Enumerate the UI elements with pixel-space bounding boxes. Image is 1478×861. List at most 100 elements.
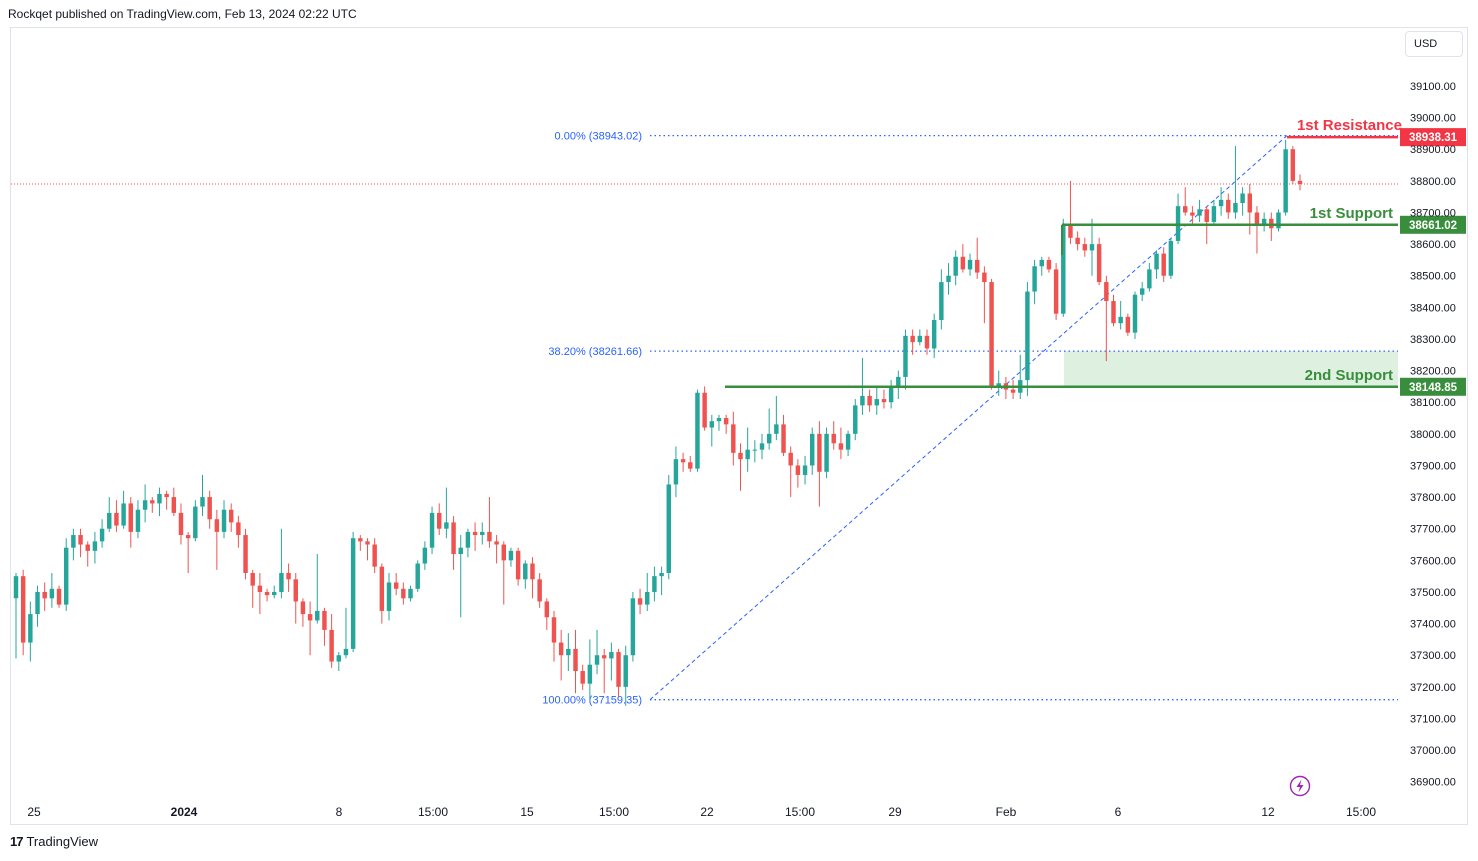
candle-body (358, 538, 363, 542)
candle-body (193, 506, 198, 539)
currency-selector[interactable]: USD (1405, 31, 1463, 57)
candle-body (42, 591, 47, 599)
candle-body (817, 433, 822, 472)
candle-body (228, 509, 234, 523)
candle-body (1111, 301, 1116, 324)
candle-body (1104, 282, 1109, 302)
candle-body (1226, 199, 1231, 213)
candle-body (888, 386, 894, 403)
candle-body (594, 655, 600, 665)
price-tick-label: 37300.00 (1410, 650, 1456, 662)
candle-body (20, 576, 26, 643)
candle-body (788, 452, 793, 466)
candle-body (1053, 269, 1059, 314)
candle-body (566, 648, 571, 656)
candle-body (974, 259, 980, 273)
candle-body (1010, 389, 1016, 393)
candle-body (587, 664, 593, 684)
time-tick-label: 15:00 (599, 805, 629, 819)
price-tick-label: 37700.00 (1410, 524, 1456, 536)
candle-body (1046, 259, 1052, 270)
candle-body (336, 655, 342, 662)
candle-body (465, 531, 471, 548)
fib-level-label: 100.00% (37159.35) (542, 695, 642, 707)
candle-body (716, 418, 722, 422)
candles (13, 139, 1303, 706)
candle-body (745, 449, 750, 460)
candle-body (243, 535, 248, 573)
fibonacci-levels[interactable]: 0.00% (38943.02) 38.20% (38261.66) 100.00%… (542, 131, 1398, 707)
time-tick-label: 15:00 (1346, 805, 1376, 819)
candle-body (953, 256, 958, 276)
candle-body (1233, 202, 1238, 213)
candle-body (429, 512, 435, 548)
candle-body (293, 579, 298, 602)
candle-body (1089, 244, 1095, 251)
candle-body (845, 433, 851, 450)
time-tick-label: 15:00 (785, 805, 815, 819)
candle-body (236, 522, 241, 536)
candle-body (444, 522, 449, 529)
candle-body (408, 588, 413, 599)
candle-body (1096, 244, 1102, 283)
price-axis[interactable]: 36900.00 37000.00 37100.00 37200.00 37300.00… (1410, 81, 1456, 789)
candle-body (157, 493, 162, 504)
candle-body (824, 433, 829, 472)
lightning-alert-icon[interactable] (1289, 775, 1311, 797)
tradingview-logo-icon: 17 (10, 834, 24, 849)
candle-body (917, 335, 923, 343)
price-tick-label: 38100.00 (1410, 397, 1456, 409)
candle-body (329, 629, 334, 662)
brand-name: TradingView (26, 834, 99, 849)
candle-body (688, 462, 693, 469)
candle-body (515, 550, 521, 580)
chart-frame[interactable] (10, 27, 1468, 825)
candle-body (860, 395, 865, 406)
candle-body (92, 541, 98, 551)
candle-body (272, 591, 277, 596)
candle-body (315, 610, 320, 621)
candle-body (1168, 240, 1174, 276)
candle-body (939, 282, 944, 321)
candle-body (946, 275, 951, 283)
price-tick-label: 38900.00 (1410, 144, 1456, 156)
candle-body (1082, 244, 1088, 251)
price-tick-label: 38000.00 (1410, 429, 1456, 441)
time-axis[interactable]: 25 2024 8 15:00 15 15:00 22 15:00 29 Feb 6 12 15:00 (27, 805, 1376, 819)
candle-body (1218, 199, 1224, 207)
candle-body (171, 497, 177, 513)
candle-body (1025, 291, 1030, 381)
candle-body (558, 642, 564, 656)
candle-body (544, 601, 550, 618)
candle-body (436, 512, 442, 529)
candle-body (1240, 193, 1245, 203)
tradingview-brand[interactable]: 17 TradingView (10, 834, 98, 849)
time-tick-label: 25 (27, 805, 41, 819)
candle-body (580, 671, 585, 684)
candle-body (164, 493, 169, 498)
candle-body (931, 320, 937, 349)
publisher-header: Rockqet published on TradingView.com, Fe… (8, 7, 357, 21)
time-tick-label: 15:00 (418, 805, 448, 819)
candle-body (257, 585, 263, 592)
price-tick-label: 38200.00 (1410, 366, 1456, 378)
candle-body (307, 614, 313, 621)
candle-body (107, 512, 112, 529)
candle-body (795, 465, 801, 475)
candle-body (1032, 266, 1037, 292)
second-support-zone (1064, 351, 1398, 387)
support-resistance-levels[interactable]: 1st Resistance 38938.31 1st Support 38661.0… (725, 117, 1466, 396)
candle-body (809, 433, 815, 466)
candle-body (853, 405, 858, 434)
candle-body (71, 535, 76, 548)
candle-body (695, 392, 700, 469)
candle-body (379, 566, 385, 611)
candle-body (185, 535, 191, 539)
candle-body (1154, 253, 1159, 270)
candle-body (1061, 225, 1066, 314)
candle-body (645, 591, 650, 605)
candle-body (1161, 253, 1166, 276)
price-tick-label: 39100.00 (1410, 81, 1456, 93)
candle-body (910, 335, 915, 343)
